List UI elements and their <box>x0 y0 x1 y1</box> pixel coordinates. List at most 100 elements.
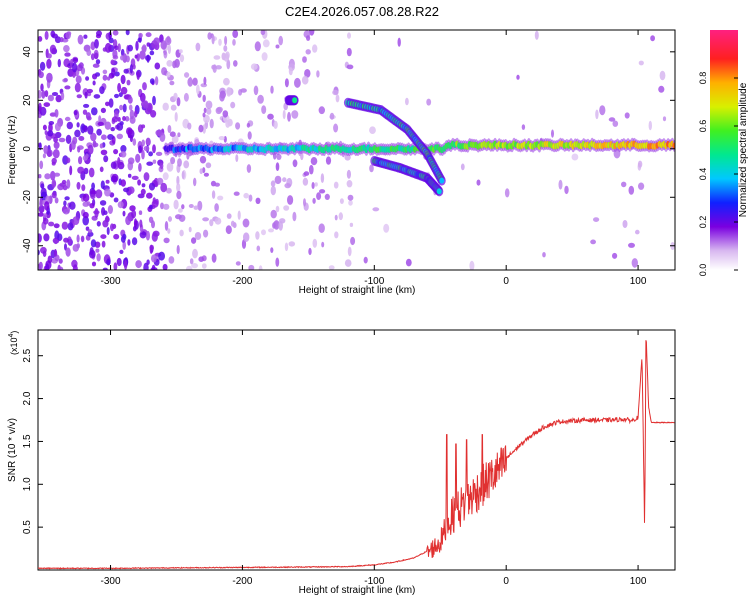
spectrogram-speckle <box>346 64 354 70</box>
spectrogram-speckle <box>58 266 64 270</box>
spectrogram-speckle <box>66 157 71 164</box>
spectrogram-speckle <box>51 92 59 96</box>
spectrogram-speckle <box>38 102 42 113</box>
spectrogram-speckle <box>218 136 225 141</box>
spectrogram-speckle <box>223 53 230 62</box>
spectrogram-speckle <box>318 106 325 115</box>
spectrogram-speckle <box>100 107 106 114</box>
spectrogram-speckle <box>253 85 259 96</box>
x-tick-label: 0 <box>503 276 509 287</box>
spectrogram-speckle <box>100 234 107 240</box>
spectrogram-speckle <box>202 167 206 174</box>
spectrogram-speckle <box>127 186 135 194</box>
spectrogram-speckle <box>59 37 64 43</box>
spectrogram-speckle <box>106 227 110 235</box>
x-tick-label: -200 <box>232 276 252 287</box>
spectrogram-speckle <box>155 129 163 136</box>
snr-multiplier: (x104) <box>8 331 19 355</box>
spectrogram-speckle <box>346 180 353 188</box>
spectrogram-speckle <box>90 190 97 195</box>
spectrogram-speckle <box>212 64 217 73</box>
spectrogram-speckle <box>86 88 93 94</box>
spectrogram-speckle <box>63 45 70 53</box>
spectrogram-speckle <box>119 249 124 254</box>
spectrogram-speckle <box>405 258 412 267</box>
spectrogram-speckle <box>302 56 307 63</box>
spectrogram-speckle <box>230 220 235 227</box>
spectrogram-speckle <box>225 225 232 235</box>
spectrogram-y-ticks: -40 -20 0 20 40 <box>22 46 675 253</box>
spectrogram-speckle <box>60 91 65 101</box>
spectrogram-speckle <box>270 209 277 219</box>
spectrogram-speckle <box>193 205 199 210</box>
short-segment-cell <box>292 97 298 104</box>
spectrogram-speckle <box>107 134 114 140</box>
spectrogram-speckle <box>312 238 318 248</box>
spectrogram-speckle <box>205 100 213 110</box>
spectrogram-speckle <box>135 153 141 163</box>
spectrogram-speckle <box>504 188 510 198</box>
spectrogram-speckle <box>92 80 96 86</box>
spectrogram-speckle <box>58 258 63 264</box>
spectrogram-speckle <box>41 90 46 99</box>
snr-marks <box>38 340 675 570</box>
spectrogram-speckle <box>38 142 42 151</box>
spectrogram-speckle <box>134 54 138 59</box>
spectrogram-speckle <box>207 32 212 40</box>
spectrogram-speckle <box>139 231 147 239</box>
spectrogram-speckle <box>125 55 130 63</box>
spectrogram-speckle <box>76 234 80 243</box>
spectrogram-speckle <box>426 98 432 106</box>
spectrogram-speckle <box>288 67 293 76</box>
spectrogram-speckle <box>325 156 332 165</box>
spectrogram-speckle <box>151 254 157 263</box>
spectrogram-speckle <box>167 125 172 133</box>
spectrogram-speckle <box>43 213 47 219</box>
spectrogram-speckle <box>347 246 352 257</box>
colorbar-ticks: 0.0 0.2 0.4 0.6 0.8 <box>698 72 738 276</box>
spectrogram-speckle <box>534 30 539 40</box>
spectrogram-speckle <box>169 80 175 86</box>
spectrogram-speckle <box>274 175 282 185</box>
spectrogram-speckle <box>91 107 98 116</box>
spectrogram-speckle <box>90 53 95 61</box>
spectrogram-speckle <box>82 109 88 115</box>
spectrogram-speckle <box>51 179 56 188</box>
spectrogram-speckle <box>213 55 221 60</box>
spectrogram-speckle <box>209 118 214 129</box>
spectrogram-speckle <box>309 30 315 36</box>
spectrogram-speckle <box>160 202 164 210</box>
spectrogram-speckle <box>42 124 47 131</box>
spectrogram-speckle <box>70 140 76 151</box>
spectrogram-speckle <box>558 179 563 190</box>
spectrogram-speckle <box>246 164 252 173</box>
spectrogram-speckle <box>275 205 280 213</box>
spectrogram-speckle <box>38 205 45 213</box>
spectrogram-speckle <box>287 195 294 205</box>
spectrogram-speckle <box>53 238 58 245</box>
spectrogram-speckle <box>72 216 80 226</box>
spectrogram-speckle <box>173 199 179 210</box>
spectrogram-speckle <box>178 208 183 213</box>
spectrogram-speckle <box>77 166 85 174</box>
spectrogram-speckle <box>96 128 102 136</box>
spectrogram-speckle <box>346 169 351 179</box>
spectrogram-speckle <box>82 201 90 207</box>
spectrogram-speckle <box>339 198 344 205</box>
spectrogram-speckle <box>39 61 46 71</box>
spectrogram-speckle <box>138 145 142 154</box>
spectrogram-speckle <box>202 112 206 118</box>
spectrogram-speckle <box>42 153 47 159</box>
spectrogram-speckle <box>83 167 89 175</box>
spectrogram-speckle <box>99 166 104 173</box>
spectrogram-speckle <box>171 135 179 144</box>
spectrogram-speckle <box>169 131 176 137</box>
spectrogram-speckle <box>140 92 146 103</box>
spectrogram-speckle <box>521 124 526 130</box>
spectrogram-speckle <box>349 222 354 227</box>
spectrogram-speckle <box>54 122 61 132</box>
spectrogram-speckle <box>38 233 42 243</box>
spectrogram-speckle <box>276 153 282 160</box>
spectrogram-speckle <box>650 35 655 42</box>
